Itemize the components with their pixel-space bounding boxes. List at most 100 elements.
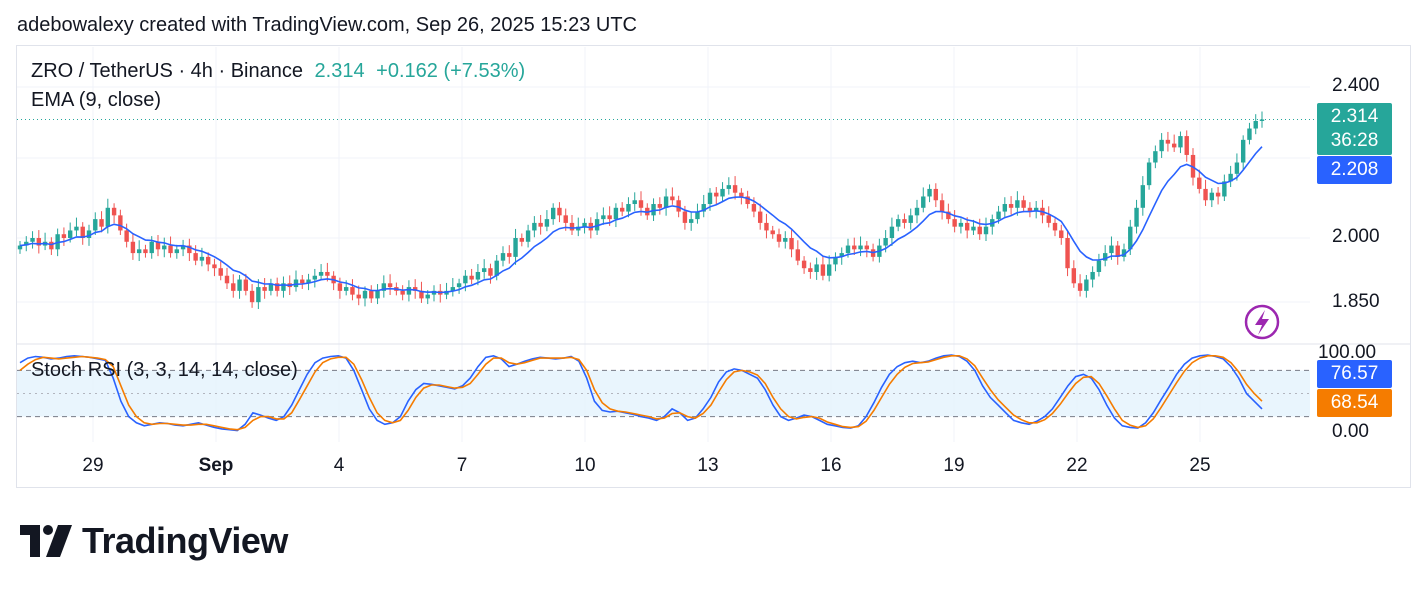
brand-wordmark: TradingView (82, 520, 288, 561)
last-price-value: 2.314 (1330, 106, 1379, 127)
candle-body (105, 207, 111, 227)
candle-body (406, 287, 412, 295)
candle-body (1140, 185, 1146, 208)
candle-body (369, 290, 374, 299)
candle-body (826, 264, 832, 276)
x-tick-label: 25 (1189, 455, 1211, 476)
tradingview-mark-icon (20, 525, 72, 557)
candle-body (1065, 238, 1070, 269)
candle-body (952, 219, 957, 227)
stoch-layer (19, 354, 1263, 432)
candle-body (1084, 279, 1089, 291)
symbol-legend: ZRO / TetherUS · 4h · Binance 2.314 +0.1… (31, 60, 525, 83)
candle-body (532, 222, 537, 231)
stoch-tick-label: 0.00 (1332, 421, 1369, 442)
candle-body (808, 268, 813, 272)
candle-body (839, 253, 844, 257)
candle-body (1259, 119, 1265, 121)
chart-frame (16, 45, 1411, 488)
candle-body (111, 207, 117, 216)
candle-body (300, 279, 305, 284)
x-tick-label: 29 (82, 455, 104, 476)
candle-body (714, 192, 719, 197)
stoch-tick-label: 100.00 (1318, 342, 1377, 363)
candle-body (412, 287, 418, 291)
candle-body (977, 226, 982, 235)
candle-body (231, 283, 236, 291)
stoch-rsi-indicator-label[interactable]: Stoch RSI (3, 3, 14, 14, close) (31, 359, 298, 381)
candle-body (507, 253, 512, 257)
candle-body (1059, 230, 1064, 238)
candle-body (751, 204, 757, 212)
candle-body (356, 294, 361, 299)
candle-body (783, 238, 788, 242)
candle-body (456, 283, 462, 288)
candle-body (61, 234, 67, 238)
ema-indicator-label[interactable]: EMA (9, close) (31, 89, 162, 111)
candle-body (124, 230, 129, 242)
candle-body (695, 211, 700, 220)
candle-body (513, 238, 518, 257)
candle-body (613, 207, 619, 220)
candle-body (1240, 139, 1246, 163)
candle-body (1128, 226, 1133, 250)
candle-body (431, 290, 437, 295)
x-tick-label: 13 (697, 455, 719, 476)
candle-body (17, 245, 23, 250)
candle-body (118, 215, 123, 231)
candle-body (1102, 253, 1108, 261)
candle-body (701, 204, 706, 212)
candle-body (475, 271, 481, 280)
y-tick-label: 1.850 (1332, 291, 1380, 312)
candle-body (1153, 151, 1158, 163)
candle-body (883, 238, 888, 246)
legend-price: 2.314 (314, 60, 365, 82)
candle-body (143, 249, 148, 254)
candle-body (638, 200, 644, 208)
candle-body (500, 253, 506, 261)
last-price-tag: 2.314 36:28 (1317, 103, 1392, 155)
candle-body (927, 188, 932, 197)
candle-body (757, 211, 763, 223)
candle-body (450, 287, 456, 291)
lightning-icon[interactable] (1244, 304, 1280, 340)
candle-body (1008, 204, 1014, 208)
candle-body (964, 222, 970, 231)
candle-body (400, 290, 405, 295)
x-tick-label: 7 (456, 455, 468, 476)
candle-body (481, 268, 487, 272)
candle-body (594, 219, 600, 231)
candle-body (996, 211, 1001, 220)
candle-body (174, 249, 180, 254)
candle-body (946, 211, 951, 220)
candle-body (688, 219, 694, 223)
candle-body (205, 256, 211, 265)
candle-body (864, 245, 870, 250)
candle-body (237, 279, 242, 291)
candle-body (350, 287, 355, 295)
candle-body (519, 238, 525, 242)
candle-body (488, 268, 493, 276)
x-tick-label: 16 (820, 455, 842, 476)
candle-body (814, 264, 819, 272)
candle-body (676, 200, 681, 212)
tradingview-logo[interactable]: TradingView (20, 520, 288, 562)
candle-body (657, 204, 663, 208)
symbol-title[interactable]: ZRO / TetherUS · 4h · Binance (31, 60, 303, 82)
candle-body (193, 253, 198, 261)
candle-body (801, 260, 807, 269)
candle-body (494, 260, 499, 276)
stoch-band-layer (17, 369, 1310, 418)
x-tick-label: Sep (198, 455, 234, 476)
candle-body (902, 219, 907, 223)
candle-body (889, 226, 895, 238)
x-tick-label: 19 (943, 455, 965, 476)
candle-body (1021, 200, 1026, 208)
candle-body (732, 185, 738, 193)
stoch-d-line (19, 354, 1263, 431)
legend-change: +0.162 (+7.53%) (376, 60, 526, 82)
candle-body (1077, 283, 1083, 291)
candle-body (958, 222, 964, 227)
x-tick-label: 10 (574, 455, 596, 476)
